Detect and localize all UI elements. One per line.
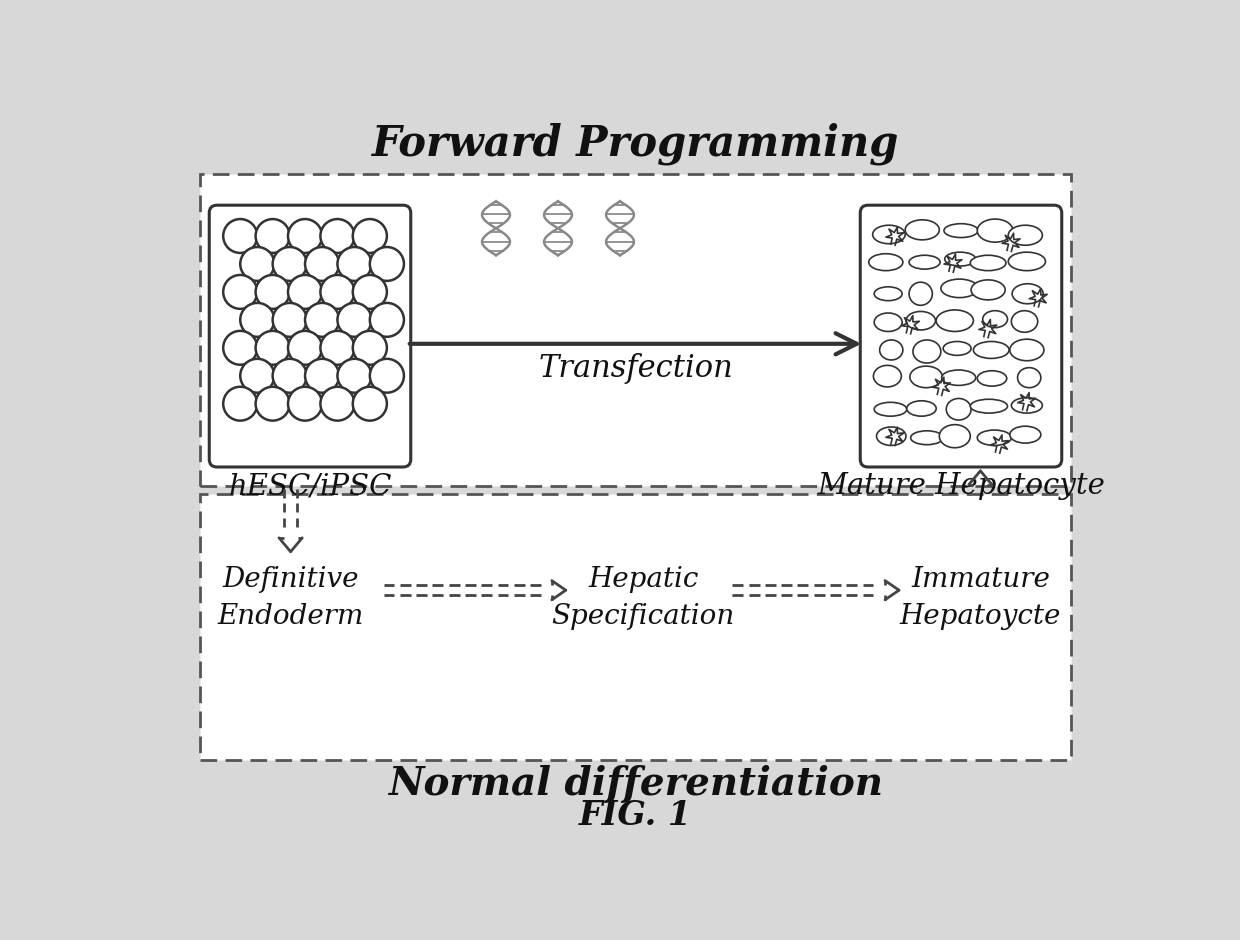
Ellipse shape xyxy=(869,254,903,271)
Ellipse shape xyxy=(977,219,1013,243)
Circle shape xyxy=(320,386,355,420)
Ellipse shape xyxy=(945,252,976,266)
Ellipse shape xyxy=(944,341,971,355)
Circle shape xyxy=(305,359,340,393)
Circle shape xyxy=(223,331,258,365)
Ellipse shape xyxy=(910,431,944,445)
Ellipse shape xyxy=(1012,311,1038,332)
Text: Definitive
Endoderm: Definitive Endoderm xyxy=(217,566,363,630)
Ellipse shape xyxy=(910,366,942,387)
Ellipse shape xyxy=(973,341,1009,358)
Circle shape xyxy=(352,331,387,365)
Ellipse shape xyxy=(946,399,971,420)
Ellipse shape xyxy=(970,256,1006,271)
Text: Forward Programming: Forward Programming xyxy=(372,122,899,164)
Circle shape xyxy=(241,359,274,393)
Ellipse shape xyxy=(936,310,973,332)
Ellipse shape xyxy=(874,313,903,332)
Ellipse shape xyxy=(977,430,1012,446)
Ellipse shape xyxy=(874,402,906,416)
FancyBboxPatch shape xyxy=(200,494,1071,760)
Circle shape xyxy=(370,247,404,281)
Ellipse shape xyxy=(1012,398,1043,413)
Ellipse shape xyxy=(1009,426,1040,443)
Circle shape xyxy=(223,386,258,420)
Circle shape xyxy=(320,275,355,309)
Ellipse shape xyxy=(877,427,906,446)
Text: FIG. 1: FIG. 1 xyxy=(579,799,692,832)
Circle shape xyxy=(288,219,322,253)
Circle shape xyxy=(352,219,387,253)
Circle shape xyxy=(255,331,290,365)
Ellipse shape xyxy=(944,224,978,238)
Circle shape xyxy=(337,303,372,337)
Circle shape xyxy=(273,359,306,393)
Circle shape xyxy=(305,303,340,337)
Text: Mature Hepatocyte: Mature Hepatocyte xyxy=(817,472,1105,500)
Text: Immature
Hepatoycte: Immature Hepatoycte xyxy=(900,566,1061,630)
Ellipse shape xyxy=(874,287,903,301)
Ellipse shape xyxy=(941,279,978,298)
Ellipse shape xyxy=(982,311,1007,328)
Circle shape xyxy=(337,359,372,393)
Ellipse shape xyxy=(1018,368,1040,387)
Ellipse shape xyxy=(873,366,901,387)
Circle shape xyxy=(255,219,290,253)
Circle shape xyxy=(320,219,355,253)
FancyBboxPatch shape xyxy=(210,205,410,467)
Ellipse shape xyxy=(913,340,941,363)
Ellipse shape xyxy=(1009,339,1044,361)
Ellipse shape xyxy=(879,340,903,360)
Circle shape xyxy=(305,247,340,281)
Text: Transfection: Transfection xyxy=(538,352,733,384)
Circle shape xyxy=(255,275,290,309)
Circle shape xyxy=(370,303,404,337)
Circle shape xyxy=(288,275,322,309)
Ellipse shape xyxy=(977,370,1007,386)
Ellipse shape xyxy=(970,400,1007,413)
Circle shape xyxy=(352,386,387,420)
Circle shape xyxy=(288,331,322,365)
Circle shape xyxy=(370,359,404,393)
Circle shape xyxy=(223,275,258,309)
Ellipse shape xyxy=(1008,226,1043,245)
Circle shape xyxy=(288,386,322,420)
Circle shape xyxy=(273,247,306,281)
Circle shape xyxy=(273,303,306,337)
Circle shape xyxy=(241,247,274,281)
Text: hESC/iPSC: hESC/iPSC xyxy=(228,472,392,500)
Circle shape xyxy=(337,247,372,281)
Text: Normal differentiation: Normal differentiation xyxy=(388,765,883,804)
Circle shape xyxy=(352,275,387,309)
Text: Hepatic
Specification: Hepatic Specification xyxy=(552,566,735,630)
Ellipse shape xyxy=(971,280,1006,300)
Circle shape xyxy=(223,219,258,253)
Ellipse shape xyxy=(873,226,905,243)
Ellipse shape xyxy=(940,425,971,447)
Ellipse shape xyxy=(1012,284,1043,304)
Ellipse shape xyxy=(905,220,940,240)
FancyBboxPatch shape xyxy=(200,175,1071,486)
Ellipse shape xyxy=(906,400,936,416)
FancyBboxPatch shape xyxy=(861,205,1061,467)
Ellipse shape xyxy=(906,311,935,330)
Circle shape xyxy=(320,331,355,365)
Ellipse shape xyxy=(909,256,940,269)
Ellipse shape xyxy=(1008,252,1045,271)
Ellipse shape xyxy=(909,282,932,306)
Circle shape xyxy=(255,386,290,420)
Ellipse shape xyxy=(941,370,976,385)
Circle shape xyxy=(241,303,274,337)
